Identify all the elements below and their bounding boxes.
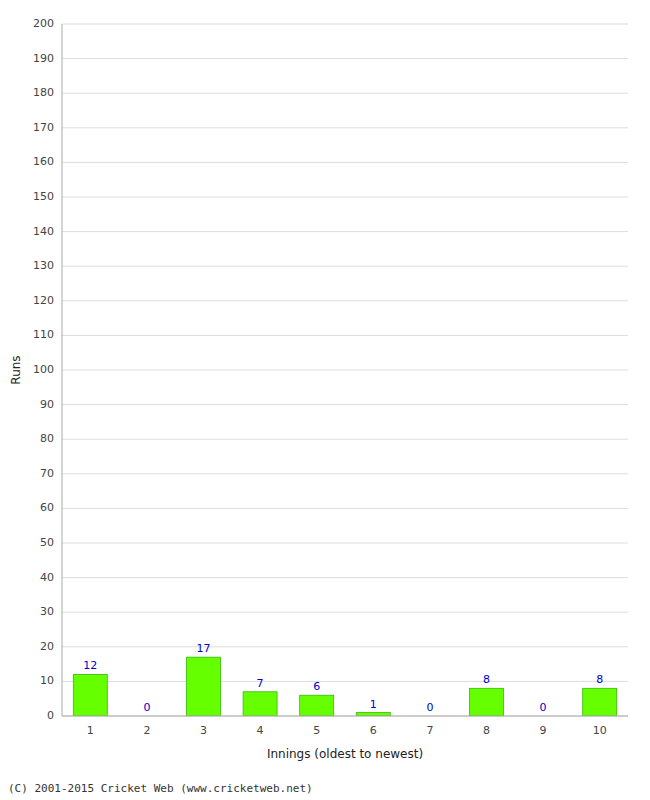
grid-line bbox=[62, 716, 628, 717]
data-label: 0 bbox=[426, 701, 433, 714]
bar bbox=[243, 692, 277, 716]
x-tick-label: 8 bbox=[483, 724, 490, 737]
data-label: 8 bbox=[596, 673, 603, 686]
grid-line bbox=[62, 197, 628, 198]
data-label: 6 bbox=[313, 680, 320, 693]
data-label: 0 bbox=[143, 701, 150, 714]
grid bbox=[62, 24, 628, 716]
y-tick-label: 30 bbox=[40, 605, 54, 618]
data-label: 1 bbox=[370, 698, 377, 711]
bars bbox=[73, 657, 616, 716]
bar bbox=[73, 674, 107, 716]
grid-line bbox=[62, 404, 628, 405]
x-tick-label: 3 bbox=[200, 724, 207, 737]
y-axis-label: Runs bbox=[9, 355, 23, 384]
grid-line bbox=[62, 370, 628, 371]
data-label: 17 bbox=[197, 642, 211, 655]
footer-text: (C) 2001-2015 Cricket Web (www.cricketwe… bbox=[8, 782, 313, 795]
grid-line bbox=[62, 473, 628, 474]
x-tick-label: 5 bbox=[313, 724, 320, 737]
y-tick-label: 20 bbox=[40, 640, 54, 653]
x-axis-line bbox=[62, 716, 628, 717]
x-axis-ticks: 1 2 3 4 5 6 7 8 9 10 bbox=[87, 724, 607, 737]
grid-line bbox=[62, 508, 628, 509]
data-label: 0 bbox=[540, 701, 547, 714]
y-tick-label: 40 bbox=[40, 571, 54, 584]
y-tick-label: 60 bbox=[40, 501, 54, 514]
chart-svg: 0102030405060708090100110120130140150160… bbox=[0, 0, 650, 800]
bar bbox=[356, 713, 390, 716]
grid-line bbox=[62, 646, 628, 647]
x-tick-label: 9 bbox=[540, 724, 547, 737]
x-tick-label: 4 bbox=[257, 724, 264, 737]
grid-line bbox=[62, 162, 628, 163]
y-tick-label: 160 bbox=[33, 155, 54, 168]
bar bbox=[300, 695, 334, 716]
data-labels: 12 0 17 7 6 1 0 8 0 8 bbox=[83, 642, 603, 714]
bar bbox=[583, 688, 617, 716]
chart-container: 0102030405060708090100110120130140150160… bbox=[0, 0, 650, 800]
y-tick-label: 200 bbox=[33, 17, 54, 30]
y-tick-label: 180 bbox=[33, 86, 54, 99]
y-tick-label: 50 bbox=[40, 536, 54, 549]
grid-line bbox=[62, 335, 628, 336]
data-label: 7 bbox=[257, 677, 264, 690]
grid-line bbox=[62, 543, 628, 544]
y-axis-ticks: 0 10 20 30 40 50 60 70 80 90 100 110 120 130 140 150 160… bbox=[33, 17, 54, 722]
y-tick-label: 0 bbox=[47, 709, 54, 722]
y-tick-label: 120 bbox=[33, 294, 54, 307]
grid-line bbox=[62, 439, 628, 440]
y-axis-line bbox=[62, 24, 63, 716]
grid-line bbox=[62, 266, 628, 267]
y-tick-label: 80 bbox=[40, 432, 54, 445]
x-tick-label: 6 bbox=[370, 724, 377, 737]
x-tick-label: 1 bbox=[87, 724, 94, 737]
x-axis-label: Innings (oldest to newest) bbox=[267, 747, 423, 761]
x-tick-label: 7 bbox=[426, 724, 433, 737]
y-tick-label: 100 bbox=[33, 363, 54, 376]
y-tick-label: 170 bbox=[33, 121, 54, 134]
y-tick-label: 140 bbox=[33, 225, 54, 238]
y-tick-label: 190 bbox=[33, 52, 54, 65]
grid-line bbox=[62, 58, 628, 59]
grid-line bbox=[62, 93, 628, 94]
grid-line bbox=[62, 24, 628, 25]
bar bbox=[187, 657, 221, 716]
data-label: 12 bbox=[83, 659, 97, 672]
y-tick-label: 90 bbox=[40, 398, 54, 411]
y-tick-label: 130 bbox=[33, 259, 54, 272]
grid-line bbox=[62, 681, 628, 682]
y-tick-label: 70 bbox=[40, 467, 54, 480]
x-tick-label: 10 bbox=[593, 724, 607, 737]
y-tick-label: 10 bbox=[40, 674, 54, 687]
grid-line bbox=[62, 612, 628, 613]
data-label: 8 bbox=[483, 673, 490, 686]
y-tick-label: 110 bbox=[33, 328, 54, 341]
grid-line bbox=[62, 300, 628, 301]
bar bbox=[470, 688, 504, 716]
y-tick-label: 150 bbox=[33, 190, 54, 203]
grid-line bbox=[62, 127, 628, 128]
grid-line bbox=[62, 231, 628, 232]
grid-line bbox=[62, 577, 628, 578]
x-tick-label: 2 bbox=[143, 724, 150, 737]
